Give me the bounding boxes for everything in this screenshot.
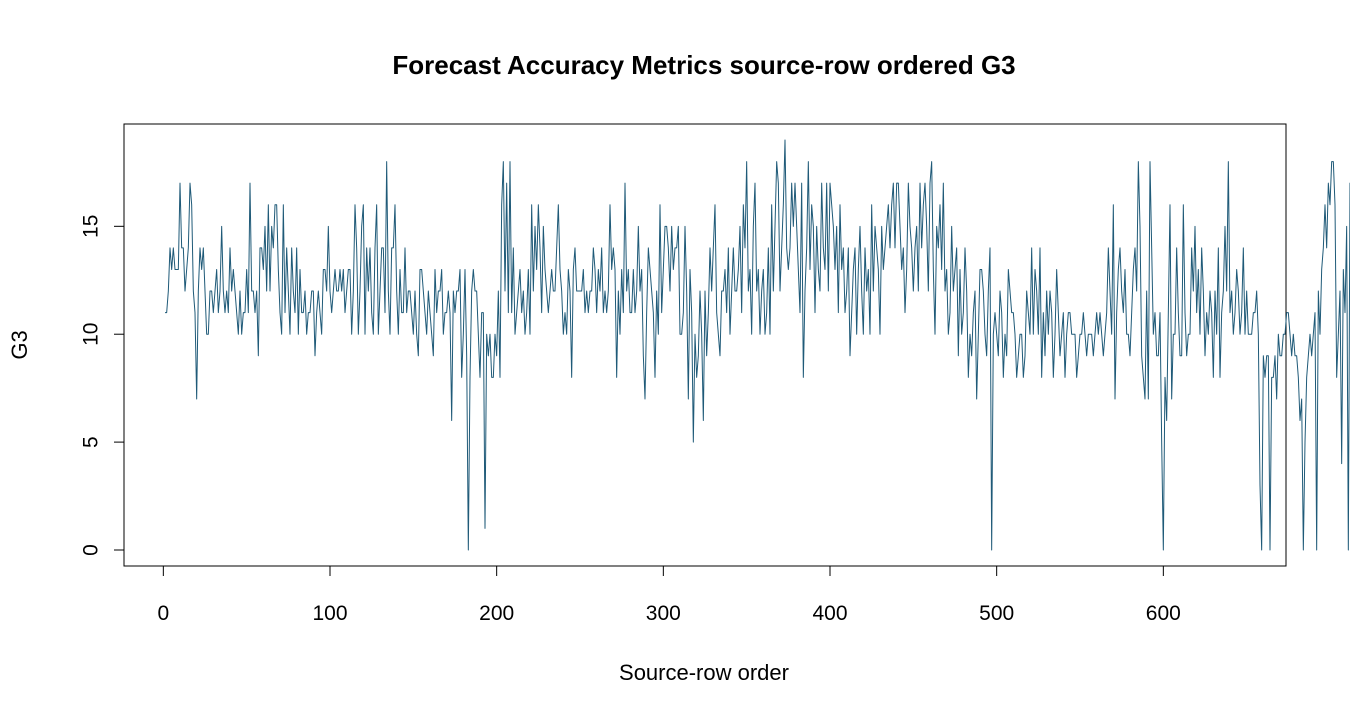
x-tick-label: 0: [157, 602, 169, 625]
x-axis-label: Source-row order: [619, 660, 789, 685]
x-tick-label: 300: [646, 602, 681, 625]
series-line-g3: [165, 139, 1350, 551]
y-tick-label: 0: [79, 544, 102, 556]
chart-title: Forecast Accuracy Metrics source-row ord…: [392, 50, 1015, 80]
y-axis: 0 5 10 15: [79, 215, 125, 556]
x-tick-label: 200: [479, 602, 514, 625]
plot-frame: [123, 123, 1287, 567]
y-tick-label: 5: [79, 436, 102, 448]
x-tick-label: 400: [812, 602, 847, 625]
x-tick-label: 500: [979, 602, 1014, 625]
y-tick-label: 10: [79, 323, 102, 346]
y-tick-label: 15: [79, 215, 102, 238]
x-tick-label: 600: [1146, 602, 1181, 625]
y-axis-label: G3: [7, 330, 32, 359]
x-tick-label: 100: [312, 602, 347, 625]
x-axis: 0 100 200 300 400 500 600: [157, 565, 1181, 625]
